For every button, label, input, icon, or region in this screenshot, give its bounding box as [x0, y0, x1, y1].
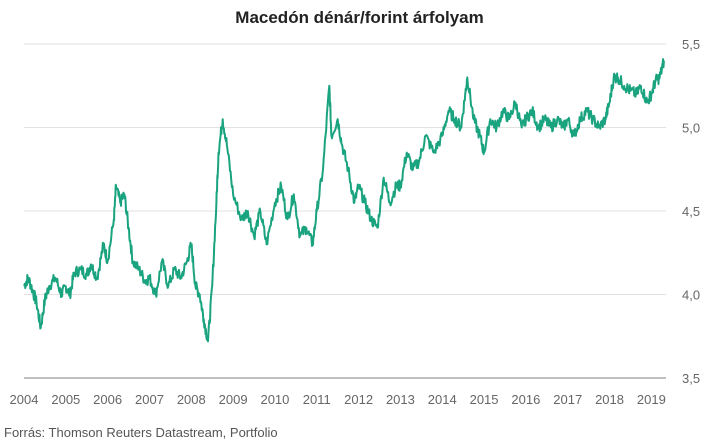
- y-tick-label: 5,5: [682, 37, 700, 52]
- x-tick-label: 2007: [135, 392, 164, 407]
- y-tick-label: 4,5: [682, 204, 700, 219]
- x-tick-label: 2005: [51, 392, 80, 407]
- x-tick-label: 2009: [219, 392, 248, 407]
- x-axis: 2004 2005 2006 2007 2008 2009 2010 2011 2012 2013…: [10, 392, 666, 407]
- x-tick-label: 2019: [637, 392, 666, 407]
- y-tick-label: 4,0: [682, 288, 700, 303]
- x-tick-label: 2012: [344, 392, 373, 407]
- series-line: [23, 58, 665, 343]
- y-axis: 3,5 4,0 4,5 5,0 5,5: [682, 37, 700, 386]
- grid-lines: [24, 43, 666, 379]
- x-tick-label: 2015: [470, 392, 499, 407]
- plot-area: [23, 58, 665, 343]
- y-tick-label: 3,5: [682, 371, 700, 386]
- x-tick-label: 2008: [177, 392, 206, 407]
- x-tick-label: 2016: [511, 392, 540, 407]
- y-tick-label: 5,0: [682, 121, 700, 136]
- source-note: Forrás: Thomson Reuters Datastream, Port…: [4, 425, 278, 440]
- x-tick-label: 2004: [10, 392, 39, 407]
- x-tick-label: 2011: [303, 392, 331, 407]
- x-tick-label: 2014: [428, 392, 457, 407]
- x-tick-label: 2018: [595, 392, 624, 407]
- x-tick-label: 2010: [260, 392, 289, 407]
- x-tick-label: 2013: [386, 392, 415, 407]
- x-tick-label: 2017: [553, 392, 582, 407]
- x-tick-label: 2006: [93, 392, 122, 407]
- chart-title: Macedón dénár/forint árfolyam: [235, 8, 484, 27]
